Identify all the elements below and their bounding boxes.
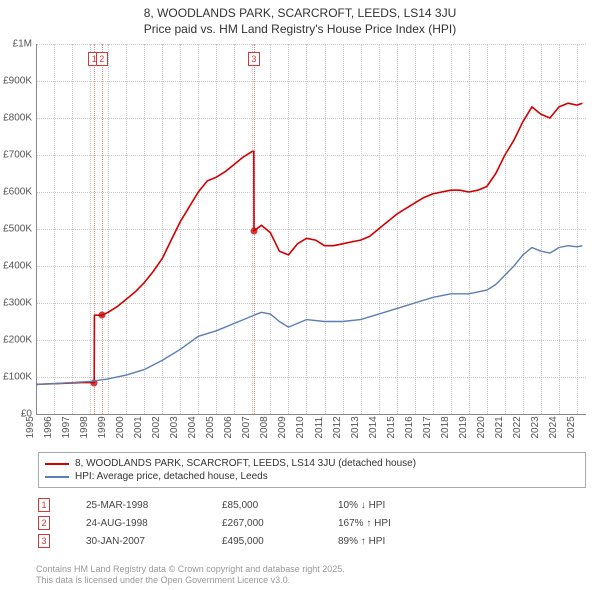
sale-row: 2 24-AUG-1998 £267,000 167% ↑ HPI <box>38 514 586 532</box>
x-tick-label: 2004 <box>187 416 198 438</box>
sales-table: 1 25-MAR-1998 £85,000 10% ↓ HPI 2 24-AUG-1998… <box>38 496 586 550</box>
y-tick-label: £100K <box>0 372 32 383</box>
x-tick-label: 2008 <box>259 416 270 438</box>
x-tick-label: 2020 <box>476 416 487 438</box>
sale-row-delta: 89% ↑ HPI <box>338 536 448 547</box>
y-tick-label: £700K <box>0 150 32 161</box>
y-tick-label: £600K <box>0 187 32 198</box>
x-tick-label: 2014 <box>368 416 379 438</box>
x-tick-label: 2003 <box>169 416 180 438</box>
x-tick-label: 2024 <box>548 416 559 438</box>
x-tick-label: 2007 <box>241 416 252 438</box>
x-tick-label: 1997 <box>61 416 72 438</box>
footer-line2: This data is licensed under the Open Gov… <box>36 575 345 586</box>
x-tick-label: 2012 <box>332 416 343 438</box>
x-tick-label: 2009 <box>277 416 288 438</box>
series-svg <box>36 44 586 414</box>
y-tick-label: £900K <box>0 76 32 87</box>
sale-row: 1 25-MAR-1998 £85,000 10% ↓ HPI <box>38 496 586 514</box>
x-tick-label: 1999 <box>97 416 108 438</box>
x-tick-label: 2023 <box>530 416 541 438</box>
x-tick-label: 2011 <box>314 417 325 439</box>
x-tick-label: 2017 <box>422 416 433 438</box>
y-tick-label: £1M <box>0 39 32 50</box>
sale-row: 3 30-JAN-2007 £495,000 89% ↑ HPI <box>38 532 586 550</box>
y-tick-label: £500K <box>0 224 32 235</box>
x-tick-label: 1996 <box>43 416 54 438</box>
sale-row-price: £495,000 <box>222 536 302 547</box>
title-address: 8, WOODLANDS PARK, SCARCROFT, LEEDS, LS1… <box>0 6 600 20</box>
sale-row-price: £267,000 <box>222 518 302 529</box>
x-tick-label: 2015 <box>386 416 397 438</box>
x-tick-label: 2016 <box>404 416 415 438</box>
legend-row: HPI: Average price, detached house, Leed… <box>45 470 579 483</box>
series-line-property <box>36 103 582 384</box>
sale-row-delta: 10% ↓ HPI <box>338 500 448 511</box>
y-tick-label: £400K <box>0 261 32 272</box>
x-tick-label: 2013 <box>350 416 361 438</box>
x-tick-label: 2019 <box>458 416 469 438</box>
x-tick-label: 2002 <box>151 416 162 438</box>
y-tick-label: £800K <box>0 113 32 124</box>
sale-row-date: 24-AUG-1998 <box>86 518 186 529</box>
legend-label: 8, WOODLANDS PARK, SCARCROFT, LEEDS, LS1… <box>75 458 416 469</box>
chart-title: 8, WOODLANDS PARK, SCARCROFT, LEEDS, LS1… <box>0 0 600 36</box>
x-tick-label: 2022 <box>512 416 523 438</box>
x-tick-label: 2000 <box>115 416 126 438</box>
footer-attribution: Contains HM Land Registry data © Crown c… <box>36 564 345 587</box>
legend-and-sales: 8, WOODLANDS PARK, SCARCROFT, LEEDS, LS1… <box>38 452 586 550</box>
x-tick-label: 2021 <box>494 416 505 438</box>
x-tick-label: 2018 <box>440 416 451 438</box>
sale-row-date: 30-JAN-2007 <box>86 536 186 547</box>
footer-line1: Contains HM Land Registry data © Crown c… <box>36 564 345 575</box>
sale-row-number: 3 <box>38 534 50 548</box>
legend-swatch <box>45 463 69 465</box>
y-tick-label: £200K <box>0 335 32 346</box>
title-subtitle: Price paid vs. HM Land Registry's House … <box>0 22 600 36</box>
x-tick-label: 2010 <box>295 416 306 438</box>
x-tick-label: 2025 <box>566 416 577 438</box>
series-line-hpi <box>36 246 582 385</box>
x-tick-label: 2006 <box>223 416 234 438</box>
legend-label: HPI: Average price, detached house, Leed… <box>75 471 268 482</box>
legend-swatch <box>45 476 69 478</box>
sale-row-price: £85,000 <box>222 500 302 511</box>
sale-row-number: 2 <box>38 516 50 530</box>
sale-row-date: 25-MAR-1998 <box>86 500 186 511</box>
x-tick-label: 1995 <box>25 416 36 438</box>
sale-row-delta: 167% ↑ HPI <box>338 518 448 529</box>
chart-plot-area: £0£100K£200K£300K£400K£500K£600K£700K£80… <box>36 44 586 414</box>
sale-row-number: 1 <box>38 498 50 512</box>
x-axis-line <box>36 414 586 415</box>
x-tick-label: 2005 <box>205 416 216 438</box>
x-tick-label: 2001 <box>133 416 144 438</box>
y-tick-label: £300K <box>0 298 32 309</box>
x-tick-label: 1998 <box>79 416 90 438</box>
legend-row: 8, WOODLANDS PARK, SCARCROFT, LEEDS, LS1… <box>45 457 579 470</box>
legend-box: 8, WOODLANDS PARK, SCARCROFT, LEEDS, LS1… <box>38 452 586 488</box>
